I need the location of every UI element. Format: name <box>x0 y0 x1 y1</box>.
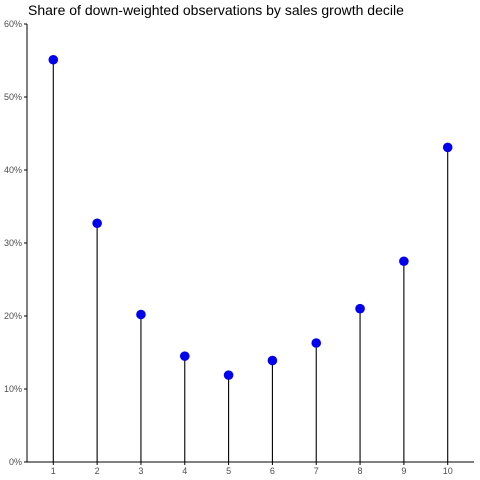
y-tick-label: 10% <box>4 384 22 394</box>
data-point-9 <box>399 256 409 267</box>
chart-title: Share of down-weighted observations by s… <box>28 2 404 18</box>
data-point-3 <box>136 309 146 320</box>
x-axis-ticks: 1 2 3 4 5 6 7 8 9 10 <box>51 462 453 476</box>
y-tick-label: 60% <box>4 19 22 29</box>
x-tick-label: 2 <box>95 466 100 476</box>
data-point-10 <box>442 142 453 153</box>
x-tick-label: 9 <box>401 466 406 476</box>
x-tick-label: 7 <box>314 466 319 476</box>
x-tick-label: 8 <box>358 466 363 476</box>
lollipop-stems <box>52 59 449 462</box>
y-tick-label: 30% <box>4 238 22 248</box>
y-tick-label: 0% <box>9 457 22 467</box>
y-tick-label: 40% <box>4 165 22 175</box>
y-tick-label: 20% <box>4 311 22 321</box>
y-axis-ticks: 0% 10% 20% 30% 40% 50% 60% <box>4 19 27 467</box>
data-point-1 <box>48 54 59 65</box>
x-tick-label: 1 <box>51 466 56 476</box>
y-tick-label: 50% <box>4 92 22 102</box>
data-point-4 <box>179 351 190 361</box>
x-tick-label: 6 <box>270 466 275 476</box>
data-point-6 <box>267 355 278 366</box>
x-tick-label: 4 <box>182 466 187 476</box>
data-point-5 <box>223 370 234 380</box>
data-point-7 <box>311 338 322 348</box>
lollipop-points <box>48 54 453 380</box>
x-tick-label: 5 <box>226 466 231 476</box>
data-point-8 <box>355 303 365 314</box>
data-point-2 <box>92 218 102 229</box>
x-tick-label: 3 <box>138 466 143 476</box>
x-tick-label: 10 <box>443 466 453 476</box>
